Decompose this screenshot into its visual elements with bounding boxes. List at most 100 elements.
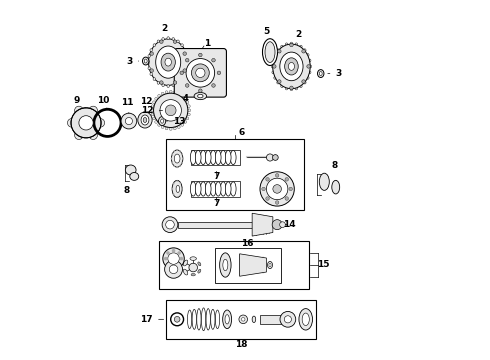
Text: 3: 3 bbox=[126, 57, 139, 66]
Ellipse shape bbox=[162, 37, 164, 40]
Circle shape bbox=[192, 64, 209, 82]
Ellipse shape bbox=[290, 88, 293, 91]
Ellipse shape bbox=[161, 119, 164, 123]
Ellipse shape bbox=[155, 121, 158, 123]
Ellipse shape bbox=[176, 196, 178, 198]
Text: 12: 12 bbox=[141, 97, 153, 112]
Ellipse shape bbox=[173, 150, 175, 152]
Ellipse shape bbox=[158, 94, 161, 97]
Ellipse shape bbox=[196, 182, 201, 196]
Ellipse shape bbox=[290, 42, 293, 45]
Ellipse shape bbox=[197, 94, 203, 98]
Ellipse shape bbox=[165, 127, 168, 130]
Ellipse shape bbox=[174, 154, 180, 163]
Ellipse shape bbox=[161, 126, 164, 129]
Ellipse shape bbox=[220, 182, 226, 196]
Ellipse shape bbox=[138, 112, 152, 128]
Ellipse shape bbox=[280, 52, 303, 81]
Circle shape bbox=[277, 80, 281, 84]
Text: 4: 4 bbox=[182, 94, 188, 103]
Ellipse shape bbox=[272, 71, 274, 74]
Ellipse shape bbox=[186, 117, 189, 120]
Ellipse shape bbox=[156, 46, 181, 78]
Ellipse shape bbox=[177, 92, 180, 95]
Ellipse shape bbox=[252, 316, 256, 323]
Ellipse shape bbox=[220, 150, 226, 165]
Ellipse shape bbox=[230, 182, 236, 196]
Text: 15: 15 bbox=[317, 260, 329, 269]
Ellipse shape bbox=[143, 57, 149, 65]
Ellipse shape bbox=[148, 54, 150, 57]
Ellipse shape bbox=[215, 150, 221, 165]
Circle shape bbox=[89, 131, 98, 140]
Ellipse shape bbox=[281, 45, 283, 48]
Circle shape bbox=[150, 69, 153, 72]
Ellipse shape bbox=[179, 165, 181, 167]
Ellipse shape bbox=[143, 117, 147, 122]
Ellipse shape bbox=[172, 84, 174, 87]
Ellipse shape bbox=[148, 39, 188, 85]
Text: 12: 12 bbox=[141, 106, 163, 115]
Circle shape bbox=[79, 116, 93, 130]
Polygon shape bbox=[240, 254, 267, 276]
Ellipse shape bbox=[181, 188, 182, 190]
Ellipse shape bbox=[190, 150, 196, 165]
Circle shape bbox=[74, 131, 83, 140]
Bar bbox=[192, 150, 240, 165]
Circle shape bbox=[217, 71, 220, 75]
Circle shape bbox=[160, 81, 163, 84]
Ellipse shape bbox=[148, 67, 150, 70]
Ellipse shape bbox=[309, 59, 311, 62]
Ellipse shape bbox=[144, 59, 147, 63]
Ellipse shape bbox=[173, 183, 174, 184]
Circle shape bbox=[177, 251, 181, 255]
Circle shape bbox=[273, 185, 281, 193]
Ellipse shape bbox=[192, 309, 196, 329]
Circle shape bbox=[212, 84, 215, 87]
Text: 14: 14 bbox=[283, 220, 296, 229]
Ellipse shape bbox=[167, 37, 170, 40]
Ellipse shape bbox=[200, 182, 206, 196]
Circle shape bbox=[242, 318, 245, 321]
Ellipse shape bbox=[230, 150, 236, 165]
Ellipse shape bbox=[167, 85, 170, 87]
Circle shape bbox=[160, 40, 163, 44]
Bar bbox=[167, 139, 304, 210]
Circle shape bbox=[280, 222, 285, 228]
Ellipse shape bbox=[307, 54, 309, 57]
Ellipse shape bbox=[190, 182, 196, 196]
Ellipse shape bbox=[196, 150, 201, 165]
Circle shape bbox=[198, 89, 202, 93]
Circle shape bbox=[289, 187, 293, 191]
Circle shape bbox=[302, 80, 305, 84]
Circle shape bbox=[239, 315, 247, 324]
Ellipse shape bbox=[272, 59, 274, 62]
Ellipse shape bbox=[184, 97, 187, 100]
Ellipse shape bbox=[183, 269, 188, 275]
Ellipse shape bbox=[307, 76, 309, 79]
Ellipse shape bbox=[300, 45, 302, 48]
Ellipse shape bbox=[188, 109, 191, 112]
Circle shape bbox=[174, 316, 180, 322]
Ellipse shape bbox=[304, 81, 306, 84]
Ellipse shape bbox=[265, 42, 275, 63]
Text: 17: 17 bbox=[141, 315, 164, 324]
Circle shape bbox=[285, 197, 289, 200]
Circle shape bbox=[272, 220, 282, 230]
Circle shape bbox=[267, 178, 288, 200]
Ellipse shape bbox=[151, 113, 154, 116]
Ellipse shape bbox=[125, 165, 136, 175]
Circle shape bbox=[96, 118, 104, 127]
Circle shape bbox=[166, 220, 174, 229]
Circle shape bbox=[168, 253, 179, 264]
Ellipse shape bbox=[215, 182, 221, 196]
Ellipse shape bbox=[201, 308, 206, 331]
Text: 18: 18 bbox=[235, 340, 247, 349]
Ellipse shape bbox=[281, 85, 283, 87]
Ellipse shape bbox=[173, 194, 174, 195]
Ellipse shape bbox=[157, 81, 160, 84]
Text: 3: 3 bbox=[328, 69, 342, 78]
Text: 7: 7 bbox=[213, 199, 220, 208]
Circle shape bbox=[162, 217, 178, 233]
Circle shape bbox=[189, 263, 197, 272]
